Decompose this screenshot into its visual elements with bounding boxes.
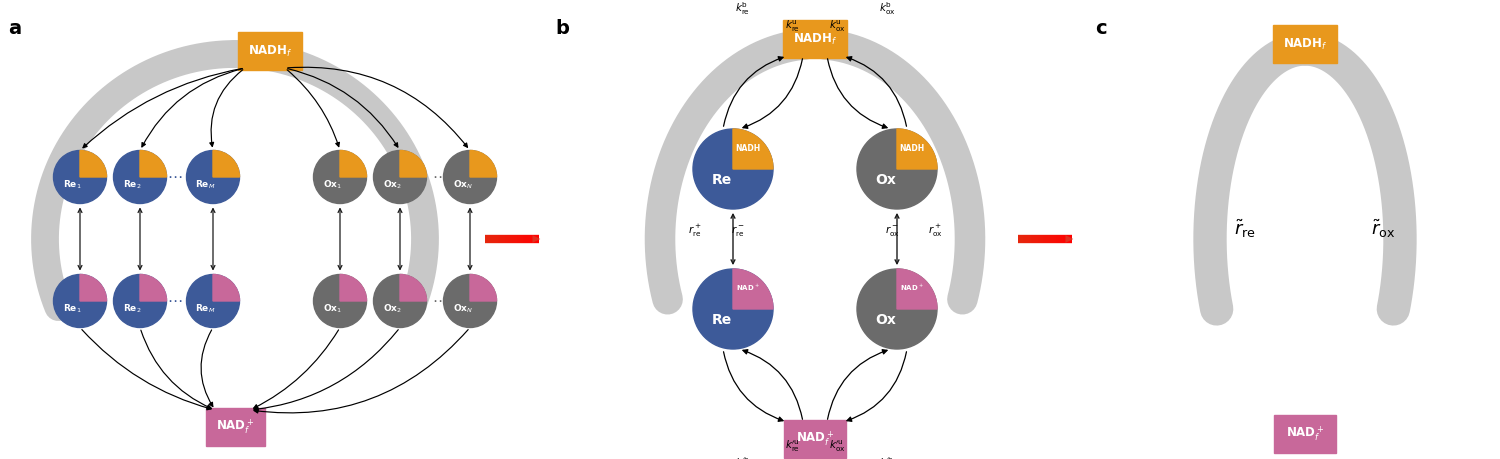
Circle shape — [186, 151, 240, 203]
Text: NADH$_f$: NADH$_f$ — [248, 44, 292, 59]
Circle shape — [186, 274, 240, 328]
Text: $k_{\rm re}^{\prime\rm b}$: $k_{\rm re}^{\prime\rm b}$ — [735, 455, 750, 459]
Text: ⋯: ⋯ — [432, 293, 447, 308]
Text: $k_{\rm re}^{\rm b}$: $k_{\rm re}^{\rm b}$ — [735, 0, 750, 17]
Text: Ox$_2$: Ox$_2$ — [382, 302, 402, 315]
Text: Re$_1$: Re$_1$ — [63, 178, 82, 190]
Text: $r_{\rm re}^+$: $r_{\rm re}^+$ — [688, 223, 702, 239]
FancyBboxPatch shape — [238, 32, 302, 70]
Wedge shape — [80, 151, 106, 177]
FancyBboxPatch shape — [1274, 415, 1336, 453]
Text: ⋯: ⋯ — [168, 169, 183, 185]
Text: Ox$_2$: Ox$_2$ — [382, 178, 402, 190]
Text: $r_{\rm re}^-$: $r_{\rm re}^-$ — [730, 224, 746, 238]
Text: NAD$^+_f$: NAD$^+_f$ — [216, 418, 254, 437]
Circle shape — [54, 274, 106, 328]
Circle shape — [114, 274, 166, 328]
Circle shape — [314, 151, 366, 203]
Wedge shape — [897, 269, 938, 309]
Text: $\tilde{r}_{\rm ox}$: $\tilde{r}_{\rm ox}$ — [1371, 218, 1395, 240]
FancyBboxPatch shape — [206, 408, 264, 446]
Text: Re$_2$: Re$_2$ — [123, 302, 142, 315]
Text: Re$_1$: Re$_1$ — [63, 302, 82, 315]
Wedge shape — [734, 129, 772, 169]
Circle shape — [693, 129, 772, 209]
Text: NADH$_f$: NADH$_f$ — [1282, 36, 1328, 51]
Text: Ox$_1$: Ox$_1$ — [322, 178, 342, 190]
Wedge shape — [470, 151, 496, 177]
Text: b: b — [555, 19, 568, 38]
Wedge shape — [400, 274, 426, 301]
FancyBboxPatch shape — [1274, 25, 1336, 63]
Text: Ox$_1$: Ox$_1$ — [322, 302, 342, 315]
Circle shape — [444, 274, 497, 328]
Text: $k_{\rm re}^{\rm u}$: $k_{\rm re}^{\rm u}$ — [786, 19, 801, 34]
Wedge shape — [897, 129, 938, 169]
FancyBboxPatch shape — [784, 420, 846, 458]
Text: Re: Re — [711, 173, 732, 187]
Text: NAD$^+$: NAD$^+$ — [900, 283, 924, 293]
Text: Ox: Ox — [876, 173, 896, 187]
Text: $k_{\rm re}^{\prime\rm u}$: $k_{\rm re}^{\prime\rm u}$ — [786, 439, 801, 454]
Text: Ox$_N$: Ox$_N$ — [453, 302, 472, 315]
Wedge shape — [734, 269, 772, 309]
Text: NADH: NADH — [735, 144, 760, 153]
Text: $r_{\rm ox}^-$: $r_{\rm ox}^-$ — [885, 224, 900, 238]
Text: $k_{\rm ox}^{\rm u}$: $k_{\rm ox}^{\rm u}$ — [830, 19, 844, 34]
Wedge shape — [340, 151, 366, 177]
Text: Ox$_N$: Ox$_N$ — [453, 178, 472, 190]
Text: ⋯: ⋯ — [432, 169, 447, 185]
Text: c: c — [1095, 19, 1107, 38]
Text: NAD$^+_f$: NAD$^+_f$ — [1286, 425, 1324, 443]
Text: NADH: NADH — [900, 144, 926, 153]
Text: Re$_M$: Re$_M$ — [195, 178, 216, 190]
Circle shape — [374, 151, 426, 203]
Text: a: a — [8, 19, 21, 38]
Text: NAD$^+$: NAD$^+$ — [736, 283, 760, 293]
Circle shape — [693, 269, 772, 349]
Text: ⋯: ⋯ — [168, 293, 183, 308]
Text: Re$_2$: Re$_2$ — [123, 178, 142, 190]
Text: $r_{\rm ox}^+$: $r_{\rm ox}^+$ — [927, 223, 942, 239]
Wedge shape — [400, 151, 426, 177]
Wedge shape — [140, 151, 166, 177]
Wedge shape — [213, 151, 240, 177]
Circle shape — [314, 274, 366, 328]
Circle shape — [856, 269, 938, 349]
Circle shape — [374, 274, 426, 328]
Text: NADH$_f$: NADH$_f$ — [792, 32, 837, 46]
Text: NAD$^+_f$: NAD$^+_f$ — [796, 430, 834, 448]
Text: Ox: Ox — [876, 313, 896, 327]
Circle shape — [444, 151, 497, 203]
Circle shape — [856, 129, 938, 209]
Text: $k_{\rm ox}^{\prime\rm u}$: $k_{\rm ox}^{\prime\rm u}$ — [830, 439, 844, 454]
Text: $\tilde{r}_{\rm re}$: $\tilde{r}_{\rm re}$ — [1234, 218, 1256, 240]
Text: $k_{\rm ox}^{\prime\rm b}$: $k_{\rm ox}^{\prime\rm b}$ — [879, 455, 896, 459]
Circle shape — [114, 151, 166, 203]
Text: $k_{\rm ox}^{\rm b}$: $k_{\rm ox}^{\rm b}$ — [879, 0, 896, 17]
Wedge shape — [470, 274, 496, 301]
Text: Re$_M$: Re$_M$ — [195, 302, 216, 315]
Wedge shape — [213, 274, 240, 301]
Circle shape — [54, 151, 106, 203]
FancyBboxPatch shape — [783, 20, 847, 58]
Wedge shape — [340, 274, 366, 301]
Wedge shape — [80, 274, 106, 301]
Text: Re: Re — [711, 313, 732, 327]
Wedge shape — [140, 274, 166, 301]
